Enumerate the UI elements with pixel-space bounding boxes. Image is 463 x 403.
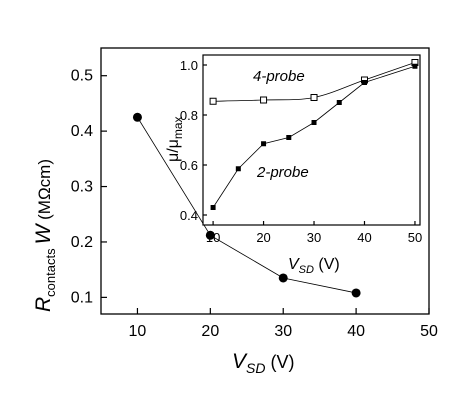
inset-y-axis-label: μ/μmax bbox=[165, 116, 185, 162]
inset-x-label-unit: (V) bbox=[314, 256, 340, 273]
inset-2-probe-point bbox=[261, 141, 267, 147]
main-y-label-sub: contacts bbox=[43, 248, 58, 297]
inset-y-label-main: μ/μ bbox=[165, 139, 182, 162]
main-data-point bbox=[132, 112, 142, 122]
inset-2-probe-point bbox=[361, 80, 367, 85]
inset-x-tick-label: 20 bbox=[256, 230, 270, 245]
inset-y-tick-label: 0.8 bbox=[180, 108, 198, 123]
main-y-label-unit: (MΩcm) bbox=[35, 159, 54, 225]
inset-plot-frame bbox=[202, 54, 421, 226]
main-y-tick-label: 0.1 bbox=[71, 289, 93, 306]
inset-x-label-sub: SD bbox=[299, 264, 314, 276]
inset-2-probe-point bbox=[286, 135, 292, 140]
main-axis-ticks: 10 20 30 40 50 0.1 0.2 0.3 0.4 0.5 bbox=[71, 68, 438, 340]
inset-x-tick-label: 10 bbox=[206, 230, 220, 245]
inset-y-tick-label: 1.0 bbox=[180, 58, 198, 73]
main-y-axis-label: Rcontacts W (MΩcm) bbox=[32, 159, 58, 312]
main-x-axis-label: VSD (V) bbox=[232, 350, 294, 376]
main-data-point bbox=[205, 230, 215, 240]
main-y-tick-label: 0.4 bbox=[71, 123, 93, 140]
main-x-tick-label: 40 bbox=[347, 323, 365, 340]
inset-2-probe-point bbox=[311, 120, 317, 125]
inset-2-probe-point bbox=[210, 205, 216, 210]
main-y-label-mid: W bbox=[32, 222, 55, 244]
main-data-point bbox=[351, 288, 361, 298]
main-x-label-unit: (V) bbox=[265, 352, 294, 372]
main-series bbox=[132, 112, 361, 298]
inset-2-probe-point bbox=[336, 100, 342, 105]
inset-y-tick-label: 0.4 bbox=[180, 208, 198, 223]
inset-2-probe-point bbox=[412, 63, 418, 69]
series-label-2-probe: 2-probe bbox=[256, 164, 309, 181]
inset-series bbox=[209, 59, 419, 210]
series-label-4-probe: 4-probe bbox=[253, 68, 305, 85]
inset-x-axis-label: VSD (V) bbox=[288, 256, 340, 276]
inset-y-label-sub: max bbox=[171, 116, 185, 139]
inset-4-probe-point bbox=[260, 96, 268, 104]
inset-2-probe-point bbox=[235, 166, 241, 172]
inset-x-tick-label: 40 bbox=[357, 230, 371, 245]
main-x-tick-label: 20 bbox=[201, 323, 219, 340]
main-y-label-main: R bbox=[32, 297, 55, 312]
main-x-tick-label: 50 bbox=[420, 323, 438, 340]
main-y-tick-label: 0.2 bbox=[71, 234, 93, 251]
main-data-point bbox=[278, 273, 288, 283]
main-x-label-main: V bbox=[232, 350, 248, 373]
main-x-label-sub: SD bbox=[246, 360, 265, 376]
main-series-line bbox=[137, 117, 357, 294]
inset-y-tick-label: 0.6 bbox=[180, 158, 198, 173]
main-x-tick-label: 30 bbox=[274, 323, 292, 340]
inset-x-tick-label: 50 bbox=[408, 230, 422, 245]
main-x-tick-label: 10 bbox=[129, 323, 147, 340]
inset-x-tick-label: 30 bbox=[307, 230, 321, 245]
inset-x-label-main: V bbox=[288, 256, 300, 273]
inset-4-probe-point bbox=[209, 97, 217, 105]
inset-2-probe-line bbox=[212, 65, 416, 208]
main-plot-frame bbox=[100, 47, 430, 315]
inset-axis-ticks: 10 20 30 40 50 0.4 0.6 0.8 1.0 bbox=[180, 58, 422, 245]
inset-4-probe-point bbox=[310, 94, 318, 101]
main-y-tick-label: 0.3 bbox=[71, 179, 93, 196]
main-y-tick-label: 0.5 bbox=[71, 68, 93, 85]
